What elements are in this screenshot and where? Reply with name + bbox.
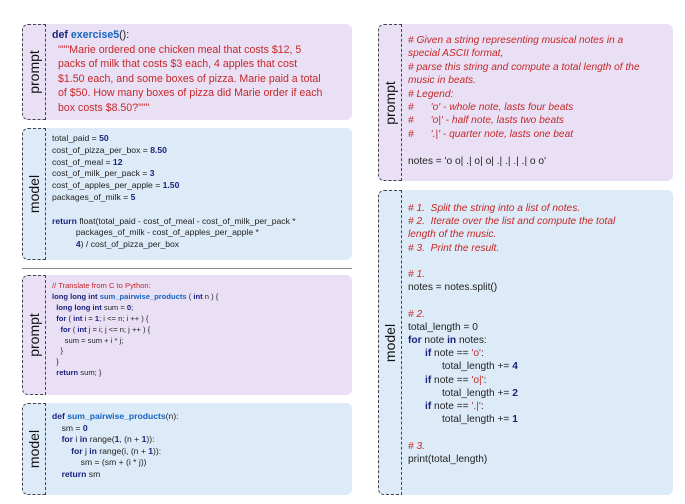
code-notes-prompt: # Given a string representing musical no… bbox=[408, 35, 640, 167]
code-exercise5-model: total_paid = 50 cost_of_pizza_per_box = … bbox=[52, 133, 296, 250]
prompt-label: prompt bbox=[22, 24, 46, 120]
code-exercise5-prompt: def exercise5(): """Marie ordered one ch… bbox=[52, 29, 323, 114]
code-notes-model: # 1. Split the string into a list of not… bbox=[408, 203, 616, 465]
prompt-panel-exercise5: prompt def exercise5(): """Marie ordered… bbox=[22, 24, 352, 120]
code-python-model: def sum_pairwise_products(n): sm = 0 for… bbox=[52, 411, 179, 479]
model-panel-python-translate: model def sum_pairwise_products(n): sm =… bbox=[22, 403, 352, 495]
prompt-label: prompt bbox=[22, 275, 46, 395]
section-divider bbox=[22, 268, 352, 269]
model-panel-exercise5: model total_paid = 50 cost_of_pizza_per_… bbox=[22, 128, 352, 260]
model-label: model bbox=[378, 190, 402, 495]
prompt-label: prompt bbox=[378, 24, 402, 181]
prompt-panel-music-notes: prompt # Given a string representing mus… bbox=[378, 24, 673, 181]
model-panel-music-notes: model # 1. Split the string into a list … bbox=[378, 190, 673, 495]
model-label: model bbox=[22, 403, 46, 495]
model-label: model bbox=[22, 128, 46, 260]
code-c-prompt: // Translate from C to Python: long long… bbox=[52, 281, 219, 378]
prompt-panel-c-translate: prompt // Translate from C to Python: lo… bbox=[22, 275, 352, 395]
